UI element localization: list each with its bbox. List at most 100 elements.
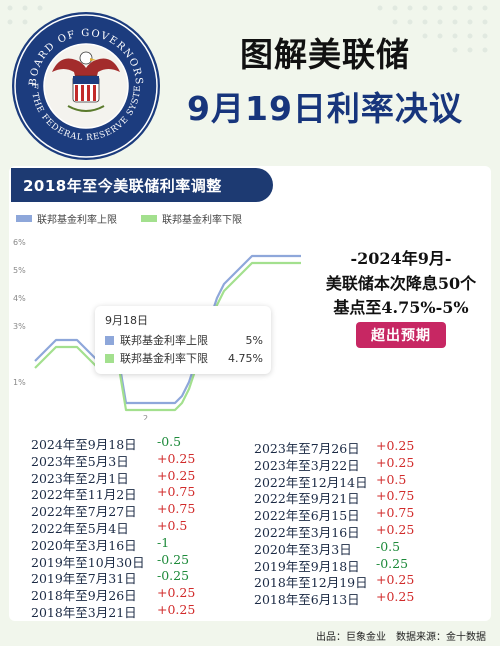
history-date: 2018年至6月13日: [254, 592, 360, 608]
history-change: +0.75: [376, 488, 415, 504]
history-date: 2019年至7月31日: [31, 571, 137, 587]
section-title: 2018年至今美联储利率调整: [11, 168, 273, 202]
history-date: 2018年至9月26日: [31, 588, 137, 604]
page-title-line2: 9月19日利率决议: [187, 89, 463, 128]
history-change: +0.5: [157, 518, 188, 533]
tooltip-date: 9月18日: [105, 314, 148, 327]
history-date: 2022年至5月4日: [31, 521, 129, 536]
rate-line-chart[interactable]: 6% 5% 4% 3% 1% 2: [9, 230, 309, 420]
history-date: 2022年至3月16日: [254, 525, 360, 540]
history-date: 2019年至10月30日: [31, 554, 145, 570]
y-tick-label: 4%: [13, 294, 26, 303]
history-date: 2020年至3月16日: [31, 537, 137, 553]
page-title-line1: 图解美联储: [240, 35, 410, 74]
callout-headline: 美联储本次降息50个: [325, 274, 477, 293]
federal-reserve-seal-logo: BOARD OF GOVERNORS OF THE FEDERAL RESERV…: [10, 10, 160, 160]
history-change: +0.25: [157, 585, 196, 601]
history-date: 2023年至3月22日: [254, 457, 360, 473]
tooltip-value-upper: 5%: [245, 333, 263, 347]
history-date: 2019年至9月18日: [254, 558, 360, 574]
rate-history-row: 2023年至2月1日 +0.25: [31, 468, 195, 486]
tooltip-label-lower: 联邦基金利率下限: [120, 352, 208, 365]
history-change: -0.25: [376, 555, 409, 571]
y-tick-label: 1%: [13, 378, 26, 387]
history-change: -0.25: [157, 568, 190, 584]
series-line-lower[interactable]: [34, 261, 301, 412]
rate-history-row: 2019年至9月18日 -0.25: [254, 556, 408, 574]
rate-history-row: 2018年至6月13日 +0.25: [254, 589, 414, 608]
history-date: 2022年至6月15日: [254, 508, 360, 524]
history-change: +0.5: [376, 471, 407, 487]
tooltip-swatch-upper: [105, 335, 114, 345]
history-change: +0.75: [157, 484, 196, 500]
x-tick-label: 2: [143, 414, 148, 420]
legend-label-upper: 联邦基金利率上限: [37, 215, 117, 226]
chart-tooltip: 9月18日 联邦基金利率上限 5% 联邦基金利率下限 4.75%: [95, 306, 271, 374]
rate-history-row: 2020年至3月16日 -1: [31, 535, 169, 553]
history-date: 2024年至9月18日: [31, 437, 137, 452]
tooltip-row-lower: 联邦基金利率下限 4.75%: [105, 350, 263, 366]
rate-history-row: 2019年至7月31日 -0.25: [31, 568, 189, 587]
rate-history-row: 2024年至9月18日 -0.5: [31, 434, 181, 452]
legend-label-lower: 联邦基金利率下限: [162, 215, 242, 226]
callout-month: -2024年9月-: [350, 249, 452, 268]
rate-history-row: 2018年至3月21日 +0.25: [31, 602, 195, 620]
rate-history-row: 2022年至6月15日 +0.75: [254, 505, 414, 524]
y-tick-label: 5%: [13, 266, 26, 275]
rate-history-row: 2022年至7月27日 +0.75: [31, 501, 195, 520]
rate-history-list-left: 2024年至9月18日 -0.5 2023年至5月3日 +0.25 2023年至2月1日…: [31, 434, 231, 620]
history-date: 2018年至3月21日: [31, 605, 137, 620]
history-change: +0.25: [376, 454, 415, 470]
legend-swatch-lower: [141, 215, 157, 222]
content-card: [9, 166, 491, 621]
footer: 出品：巨象金业 数据来源：金十数据: [316, 628, 486, 643]
history-date: 2022年至12月14日: [254, 474, 368, 490]
footer-producer: 出品：巨象金业: [316, 632, 386, 643]
legend-swatch-upper: [16, 215, 32, 222]
rate-history-row: 2022年至5月4日 +0.5: [31, 518, 187, 536]
tooltip-row-upper: 联邦基金利率上限 5%: [105, 332, 263, 348]
history-date: 2023年至5月3日: [31, 453, 129, 469]
exceeds-expectation-badge: 超出预期: [356, 322, 446, 348]
legend-item-lower[interactable]: 联邦基金利率下限: [141, 211, 242, 226]
callout-range: 基点至4.75%-5%: [333, 298, 469, 317]
eagle-icon: [52, 51, 120, 112]
history-date: 2022年至9月21日: [254, 491, 360, 507]
rate-history-list-right: 2023年至7月26日 +0.25 2023年至3月22日 +0.25 2022年至12…: [254, 438, 484, 608]
rate-history-row: 2019年至10月30日 -0.25: [31, 552, 189, 570]
history-date: 2022年至11月2日: [31, 487, 137, 503]
y-tick-label: 3%: [13, 322, 26, 331]
history-change: +0.25: [157, 467, 196, 483]
rate-history-row: 2023年至3月22日 +0.25: [254, 455, 414, 473]
history-change: -0.5: [157, 434, 182, 449]
rate-history-row: 2018年至12月19日 +0.25: [254, 572, 414, 591]
legend-item-upper[interactable]: 联邦基金利率上限: [16, 211, 117, 226]
tooltip-value-lower: 4.75%: [228, 351, 263, 365]
y-tick-label: 6%: [13, 238, 26, 247]
rate-history-row: 2022年至9月21日 +0.75: [254, 488, 414, 507]
history-date: 2020年至3月3日: [254, 541, 352, 557]
rate-history-row: 2020年至3月3日 -0.5: [254, 539, 400, 557]
history-change: +0.25: [376, 572, 415, 588]
history-date: 2018年至12月19日: [254, 575, 368, 591]
history-change: +0.75: [376, 505, 415, 521]
tooltip-swatch-lower: [105, 353, 114, 363]
rate-history-row: 2022年至11月2日 +0.75: [31, 484, 195, 503]
history-change: +0.25: [157, 450, 196, 466]
history-change: +0.25: [376, 438, 415, 453]
history-date: 2022年至7月27日: [31, 504, 137, 520]
history-change: -1: [157, 534, 170, 550]
rate-history-row: 2022年至3月16日 +0.25: [254, 522, 414, 540]
history-change: -0.25: [157, 551, 190, 567]
rate-history-row: 2023年至5月3日 +0.25: [31, 451, 195, 469]
history-change: +0.75: [157, 501, 196, 517]
history-change: +0.25: [376, 522, 415, 537]
history-change: +0.25: [157, 602, 196, 617]
history-change: +0.25: [376, 589, 415, 605]
series-line-upper[interactable]: [34, 254, 301, 405]
rate-history-row: 2022年至12月14日 +0.5: [254, 472, 406, 490]
history-date: 2023年至7月26日: [254, 441, 360, 456]
tooltip-label-upper: 联邦基金利率上限: [120, 334, 208, 347]
rate-history-row: 2023年至7月26日 +0.25: [254, 438, 414, 456]
rate-history-row: 2018年至9月26日 +0.25: [31, 585, 195, 604]
